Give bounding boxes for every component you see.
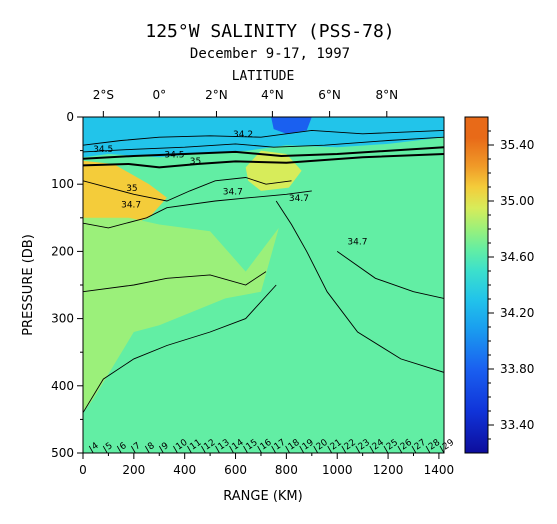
station-tick [229,445,234,454]
contour-line [83,146,444,160]
station-tick [285,445,290,454]
latitude-ticks: 2°S 0° 2°N 4°N 6°N 8°N [93,88,398,117]
y-tick-label: 200 [51,244,74,258]
contour-line [83,271,267,293]
region-upper-thermocline [83,217,279,413]
station-tick [201,445,206,454]
x-tick-label: 1000 [322,463,353,477]
station-tick [144,445,150,454]
station-tick [173,445,178,454]
y-tick-label: 100 [51,177,74,191]
contour-label: 34.5 [93,145,113,155]
contour-lines [83,129,444,413]
station-tick [411,445,417,454]
station-tick [116,445,122,454]
station-tick [243,445,248,454]
colorbar-tick-label: 33.40 [500,418,534,432]
contour-line [83,136,444,153]
contour-label: 35 [126,184,137,194]
station-markers: 4 5 6 7 8 9 1011121314151617181920212223242526… [88,438,456,454]
station-tick [355,445,361,454]
latitude-tick-label: 0° [152,88,166,102]
station-tick [257,445,262,454]
station-tick [215,445,220,454]
colorbar-tick-label: 34.20 [500,306,534,320]
station-label: 8 [146,441,157,453]
x-tick-label: 400 [173,463,196,477]
contour-line [83,129,444,146]
x-tick-label: 1400 [424,463,455,477]
station-tick [397,445,403,454]
x-axis-ticks: 0 200 400 600 800 1000 1200 1400 [79,453,454,477]
contour-line [83,284,277,413]
colorbar-ticks: 35.40 35.00 34.60 34.20 33.80 33.40 [488,130,534,440]
colorbar [464,116,489,454]
station-label: 5 [104,441,114,452]
contour-label: 34.5 [164,150,184,160]
station-label: 7 [132,441,142,452]
station-tick [327,445,333,454]
contour-label: 34.7 [289,194,309,204]
station-tick [425,445,431,454]
y-axis-label: PRESSURE (DB) [21,234,36,336]
station-tick [187,445,192,454]
latitude-tick-label: 4°N [261,88,284,102]
y-tick-label: 300 [51,312,74,326]
x-axis-label: RANGE (KM) [223,489,302,504]
contour-line [275,200,444,373]
station-tick [158,445,164,454]
station-label: 6 [118,441,129,453]
station-tick [313,445,319,454]
contour-label: 35 [190,157,201,167]
region-salty-lens-3N [245,150,302,191]
chart-subtitle: December 9-17, 1997 [190,46,350,62]
contour-line [83,190,312,229]
x-tick-label: 0 [79,463,87,477]
station-label: 4 [90,441,101,453]
station-tick [88,445,94,454]
contour-label: 34.7 [121,201,141,211]
y-tick-label: 500 [51,446,74,460]
x-tick-label: 200 [122,463,145,477]
colorbar-tick-label: 33.80 [500,362,534,376]
contour-labels: 34.5 35 34.7 35 34.7 34.7 34.7 34.2 34.5 [93,130,367,248]
station-tick [439,445,445,454]
x-tick-label: 800 [275,463,298,477]
region-salty-tongue [83,160,167,228]
station-tick [102,445,108,454]
contour-line [83,153,444,169]
x-tick-label: 600 [224,463,247,477]
contour-label: 34.7 [223,187,243,197]
station-tick [299,445,305,454]
colorbar-tick-label: 35.40 [500,138,534,152]
chart-title: 125°W SALINITY (PSS-78) [145,21,394,42]
colorbar-tick-label: 35.00 [500,194,534,208]
contour-line [83,177,292,202]
plot-area [83,117,444,453]
station-tick [383,445,389,454]
region-fresh-core-4N [271,117,312,134]
latitude-tick-label: 2°S [93,88,114,102]
station-tick [271,445,276,454]
latitude-axis-label: LATITUDE [232,69,295,84]
station-tick [341,445,347,454]
station-label: 9 [160,441,171,453]
contour-line [336,251,444,299]
station-tick [369,445,375,454]
latitude-tick-label: 6°N [318,88,341,102]
colorbar-tick-label: 34.60 [500,250,534,264]
latitude-tick-label: 2°N [205,88,228,102]
station-tick [130,445,136,454]
y-axis-ticks: 0 100 200 300 400 500 [51,110,83,460]
y-tick-label: 400 [51,379,74,393]
x-tick-label: 1200 [373,463,404,477]
contour-label: 34.7 [347,238,367,248]
y-tick-label: 0 [66,110,74,124]
latitude-tick-label: 8°N [375,88,398,102]
contour-label: 34.2 [233,130,253,140]
